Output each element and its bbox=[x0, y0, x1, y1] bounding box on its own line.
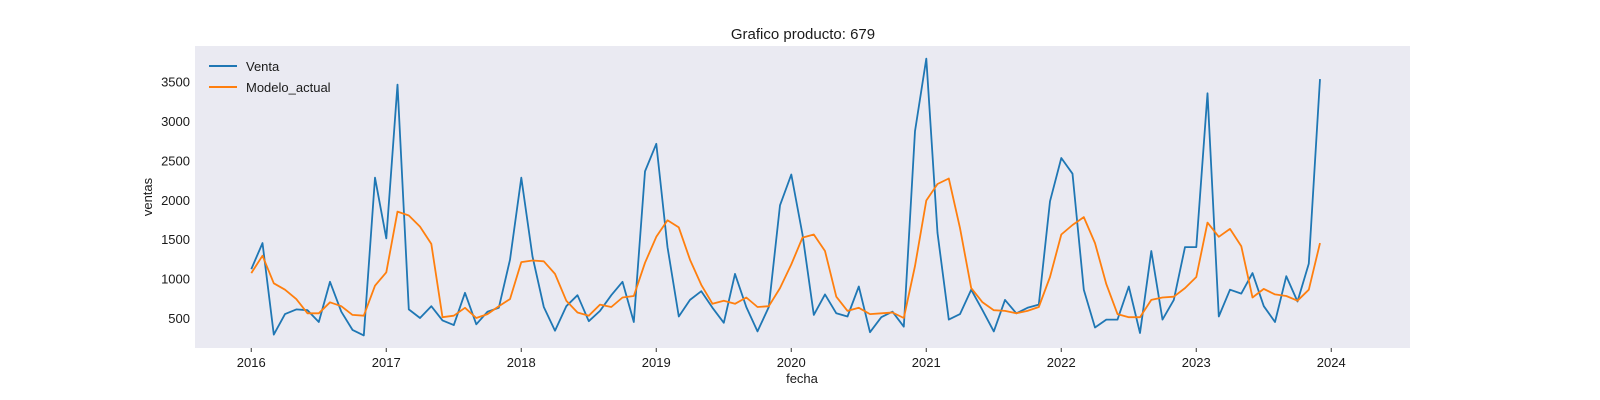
x-axis: 2016 2017 2018 2019 2020 2021 2022 2023 2024 bbox=[237, 348, 1346, 370]
series-line-modelo-actual bbox=[250, 177, 1321, 319]
x-tick-label: 2023 bbox=[1182, 355, 1211, 370]
x-tick-label: 2022 bbox=[1047, 355, 1076, 370]
x-axis-label: fecha bbox=[786, 371, 819, 386]
y-tick-label: 3000 bbox=[161, 114, 190, 129]
series-layer bbox=[250, 57, 1321, 337]
chart-title: Grafico producto: 679 bbox=[731, 26, 875, 43]
y-tick-label: 500 bbox=[168, 311, 190, 326]
y-tick-label: 2000 bbox=[161, 193, 190, 208]
x-tick-label: 2021 bbox=[912, 355, 941, 370]
legend-label: Modelo_actual bbox=[246, 80, 331, 95]
x-tick-label: 2017 bbox=[372, 355, 401, 370]
x-tick-label: 2018 bbox=[507, 355, 536, 370]
y-axis-label: ventas bbox=[140, 177, 155, 216]
y-tick-label: 2500 bbox=[161, 153, 190, 168]
legend-label: Venta bbox=[246, 59, 280, 74]
y-axis: 500 1000 1500 2000 2500 3000 3500 bbox=[161, 74, 190, 326]
series-line-venta bbox=[250, 57, 1321, 337]
plot-area bbox=[195, 46, 1410, 348]
x-tick-label: 2024 bbox=[1317, 355, 1346, 370]
y-tick-label: 1000 bbox=[161, 272, 190, 287]
y-tick-label: 1500 bbox=[161, 232, 190, 247]
y-tick-label: 3500 bbox=[161, 74, 190, 89]
x-tick-label: 2016 bbox=[237, 355, 266, 370]
x-tick-label: 2020 bbox=[777, 355, 806, 370]
x-tick-label: 2019 bbox=[642, 355, 671, 370]
legend: Venta Modelo_actual bbox=[209, 59, 331, 95]
